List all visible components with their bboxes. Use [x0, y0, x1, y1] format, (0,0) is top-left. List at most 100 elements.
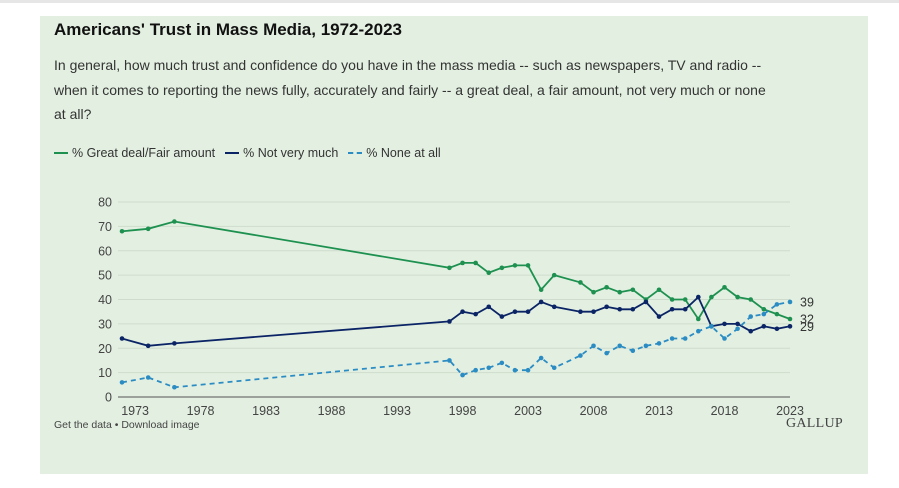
data-point — [722, 285, 727, 290]
get-data-link[interactable]: Get the data — [54, 419, 112, 431]
legend-label-none-at-all: % None at all — [366, 146, 441, 160]
data-point — [774, 326, 780, 332]
x-tick-label: 2008 — [580, 404, 608, 418]
data-point — [551, 272, 557, 278]
data-point — [669, 297, 675, 302]
data-point — [604, 285, 609, 290]
y-tick-label: 40 — [98, 293, 112, 307]
data-point — [682, 336, 688, 341]
data-point — [119, 228, 125, 234]
data-point — [551, 365, 557, 371]
data-point — [774, 302, 780, 307]
data-point — [682, 297, 688, 302]
data-point — [486, 270, 492, 275]
data-point — [617, 289, 623, 295]
gallup-logo: GALLUP — [785, 416, 843, 431]
legend-swatch-none-at-all — [348, 152, 363, 154]
end-value-label: 29 — [800, 320, 814, 334]
x-tick-label: 1988 — [318, 404, 346, 418]
data-point — [578, 353, 583, 358]
chart-subtitle: In general, how much trust and confidenc… — [54, 57, 766, 122]
data-point — [682, 306, 688, 312]
data-point — [617, 343, 623, 349]
data-point — [525, 263, 531, 268]
data-point — [486, 304, 492, 310]
data-point — [774, 311, 780, 317]
data-point — [591, 289, 596, 295]
data-point — [172, 384, 177, 390]
data-point — [525, 367, 531, 373]
data-point — [578, 309, 583, 314]
data-point — [119, 380, 125, 385]
x-tick-label: 1983 — [252, 404, 280, 418]
end-value-label: 39 — [800, 295, 814, 309]
data-point — [696, 294, 701, 300]
data-point — [735, 294, 740, 300]
data-point — [722, 321, 727, 327]
data-point — [499, 314, 505, 319]
data-point — [748, 314, 754, 319]
top-border — [0, 0, 899, 3]
legend-item-none-at-all: % None at all — [348, 146, 441, 160]
data-point — [145, 375, 151, 380]
legend-swatch-not-very-much — [225, 152, 240, 154]
data-point — [630, 306, 636, 312]
data-point — [643, 343, 649, 349]
download-image-link[interactable]: Download image — [121, 419, 200, 431]
data-point — [460, 372, 465, 378]
data-point — [486, 365, 492, 371]
data-point — [591, 309, 596, 314]
data-point — [538, 355, 544, 361]
data-point — [551, 304, 557, 310]
chart-card — [40, 16, 868, 474]
line-chart: 0 10 20 30 40 50 60 70 80 1973 1978 1983 1988 1993 199… — [98, 196, 814, 419]
data-point — [172, 219, 177, 224]
data-point — [787, 324, 793, 329]
data-point — [761, 306, 767, 312]
data-point — [473, 311, 478, 317]
series-2: 39 — [119, 295, 814, 390]
data-point — [578, 280, 583, 285]
data-point — [761, 324, 767, 329]
data-point — [709, 294, 714, 300]
series-1: 29 — [119, 294, 814, 349]
series-line — [121, 295, 791, 347]
footer-separator: • — [111, 419, 122, 431]
data-point — [696, 328, 701, 334]
chart-title: Americans' Trust in Mass Media, 1972-202… — [54, 20, 402, 39]
data-point — [119, 336, 125, 341]
data-point — [617, 306, 623, 312]
data-point — [473, 260, 478, 266]
data-point — [172, 341, 177, 346]
data-point — [473, 367, 478, 373]
data-point — [460, 260, 465, 266]
series-line — [121, 301, 791, 389]
data-point — [735, 326, 740, 332]
data-point — [709, 324, 714, 329]
data-point — [722, 336, 727, 341]
data-point — [538, 287, 544, 293]
x-tick-label: 2023 — [776, 404, 804, 418]
data-point — [499, 265, 505, 271]
y-tick-label: 60 — [98, 244, 112, 258]
data-point — [499, 360, 505, 366]
data-point — [643, 299, 649, 305]
data-point — [460, 309, 465, 314]
data-point — [512, 263, 518, 268]
y-tick-label: 0 — [105, 391, 112, 405]
data-point — [604, 350, 609, 356]
legend-label-great-deal: % Great deal/Fair amount — [72, 146, 216, 160]
x-tick-label: 1973 — [121, 404, 149, 418]
y-tick-label: 30 — [98, 317, 112, 331]
y-tick-label: 50 — [98, 269, 112, 283]
footer-links: Get the data • Download image — [54, 419, 200, 431]
data-point — [591, 343, 596, 349]
data-point — [630, 287, 636, 293]
y-tick-label: 20 — [98, 342, 112, 356]
x-tick-label: 2003 — [514, 404, 542, 418]
data-point — [512, 367, 518, 373]
data-point — [538, 299, 544, 305]
data-point — [761, 311, 767, 317]
data-point — [447, 358, 452, 363]
legend-item-great-deal: % Great deal/Fair amount — [54, 146, 215, 160]
